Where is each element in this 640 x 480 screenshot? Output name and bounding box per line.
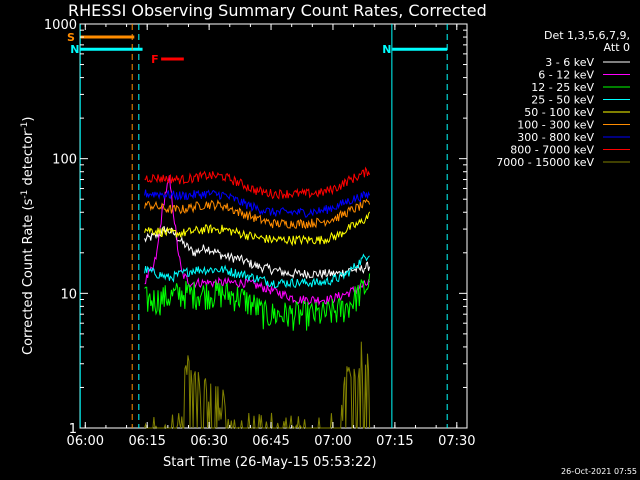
flag-label-0: S <box>67 31 75 44</box>
series-line-0 <box>144 225 371 280</box>
y-axis-label: Corrected Count Rate (s-1 detector-1) <box>20 117 36 355</box>
series-line-6 <box>144 189 371 218</box>
attenuator-lines <box>79 24 448 428</box>
legend-entry-label: 7000 - 15000 keV <box>496 156 594 169</box>
x-tick-label: 06:00 <box>67 434 104 449</box>
y-tick-label: 100 <box>52 153 77 168</box>
x-tick-label: 07:00 <box>314 434 351 449</box>
series-line-3 <box>144 253 370 289</box>
legend-entry-label: 25 - 50 keV <box>531 94 594 107</box>
legend-entry-label: 300 - 800 keV <box>517 131 594 144</box>
x-tick-label: 07:30 <box>438 434 475 449</box>
x-axis-label: Start Time (26-May-15 05:53:22) <box>163 455 377 470</box>
chart-title: RHESSI Observing Summary Count Rates, Co… <box>68 1 487 20</box>
legend-entry-label: 12 - 25 keV <box>531 81 594 94</box>
series-line-5 <box>144 198 371 230</box>
y-axis-label-sup1: -1 <box>20 190 30 199</box>
legend-entry-label: 800 - 7000 keV <box>510 144 594 157</box>
y-axis-label-part3: ) <box>21 117 36 122</box>
plot-frame <box>79 23 468 429</box>
y-tick-label: 1000 <box>44 18 77 33</box>
y-tick-label: 1 <box>69 422 77 437</box>
x-tick-label: 06:15 <box>128 434 165 449</box>
legend-header-2: Att 0 <box>604 41 630 54</box>
x-axis: 06:00 06:15 06:30 06:45 07:00 07:15 07:30 <box>67 24 476 449</box>
footer-date: 26-Oct-2021 07:55 <box>561 467 637 476</box>
flags-layer: SN NF <box>67 31 448 66</box>
x-tick-label: 06:30 <box>190 434 227 449</box>
flag-label-3: F <box>151 53 159 66</box>
series-line-4 <box>144 211 371 247</box>
y-axis-label-part1: Corrected Count Rate (s <box>21 198 36 355</box>
legend-entry-label: 3 - 6 keV <box>545 56 594 69</box>
flag-label-1: N <box>70 43 79 56</box>
y-tick-label: 10 <box>60 287 77 302</box>
legend-entry-label: 6 - 12 keV <box>538 69 594 82</box>
y-axis: 1 10 100 1000 <box>44 18 467 437</box>
series-line-2 <box>144 273 371 331</box>
x-tick-label: 07:15 <box>376 434 413 449</box>
series-line-8 <box>144 341 371 430</box>
flag-label-2: N <box>382 43 391 56</box>
legend-entry-label: 100 - 300 keV <box>517 119 594 132</box>
series-layer <box>144 166 371 430</box>
x-tick-label: 06:45 <box>252 434 289 449</box>
y-axis-label-part2: detector <box>21 130 36 190</box>
y-axis-label-sup2: -1 <box>20 122 30 131</box>
series-line-7 <box>144 166 371 200</box>
legend-entry-label: 50 - 100 keV <box>524 106 594 119</box>
legend-header-1: Det 1,3,5,6,7,9, <box>544 29 630 42</box>
